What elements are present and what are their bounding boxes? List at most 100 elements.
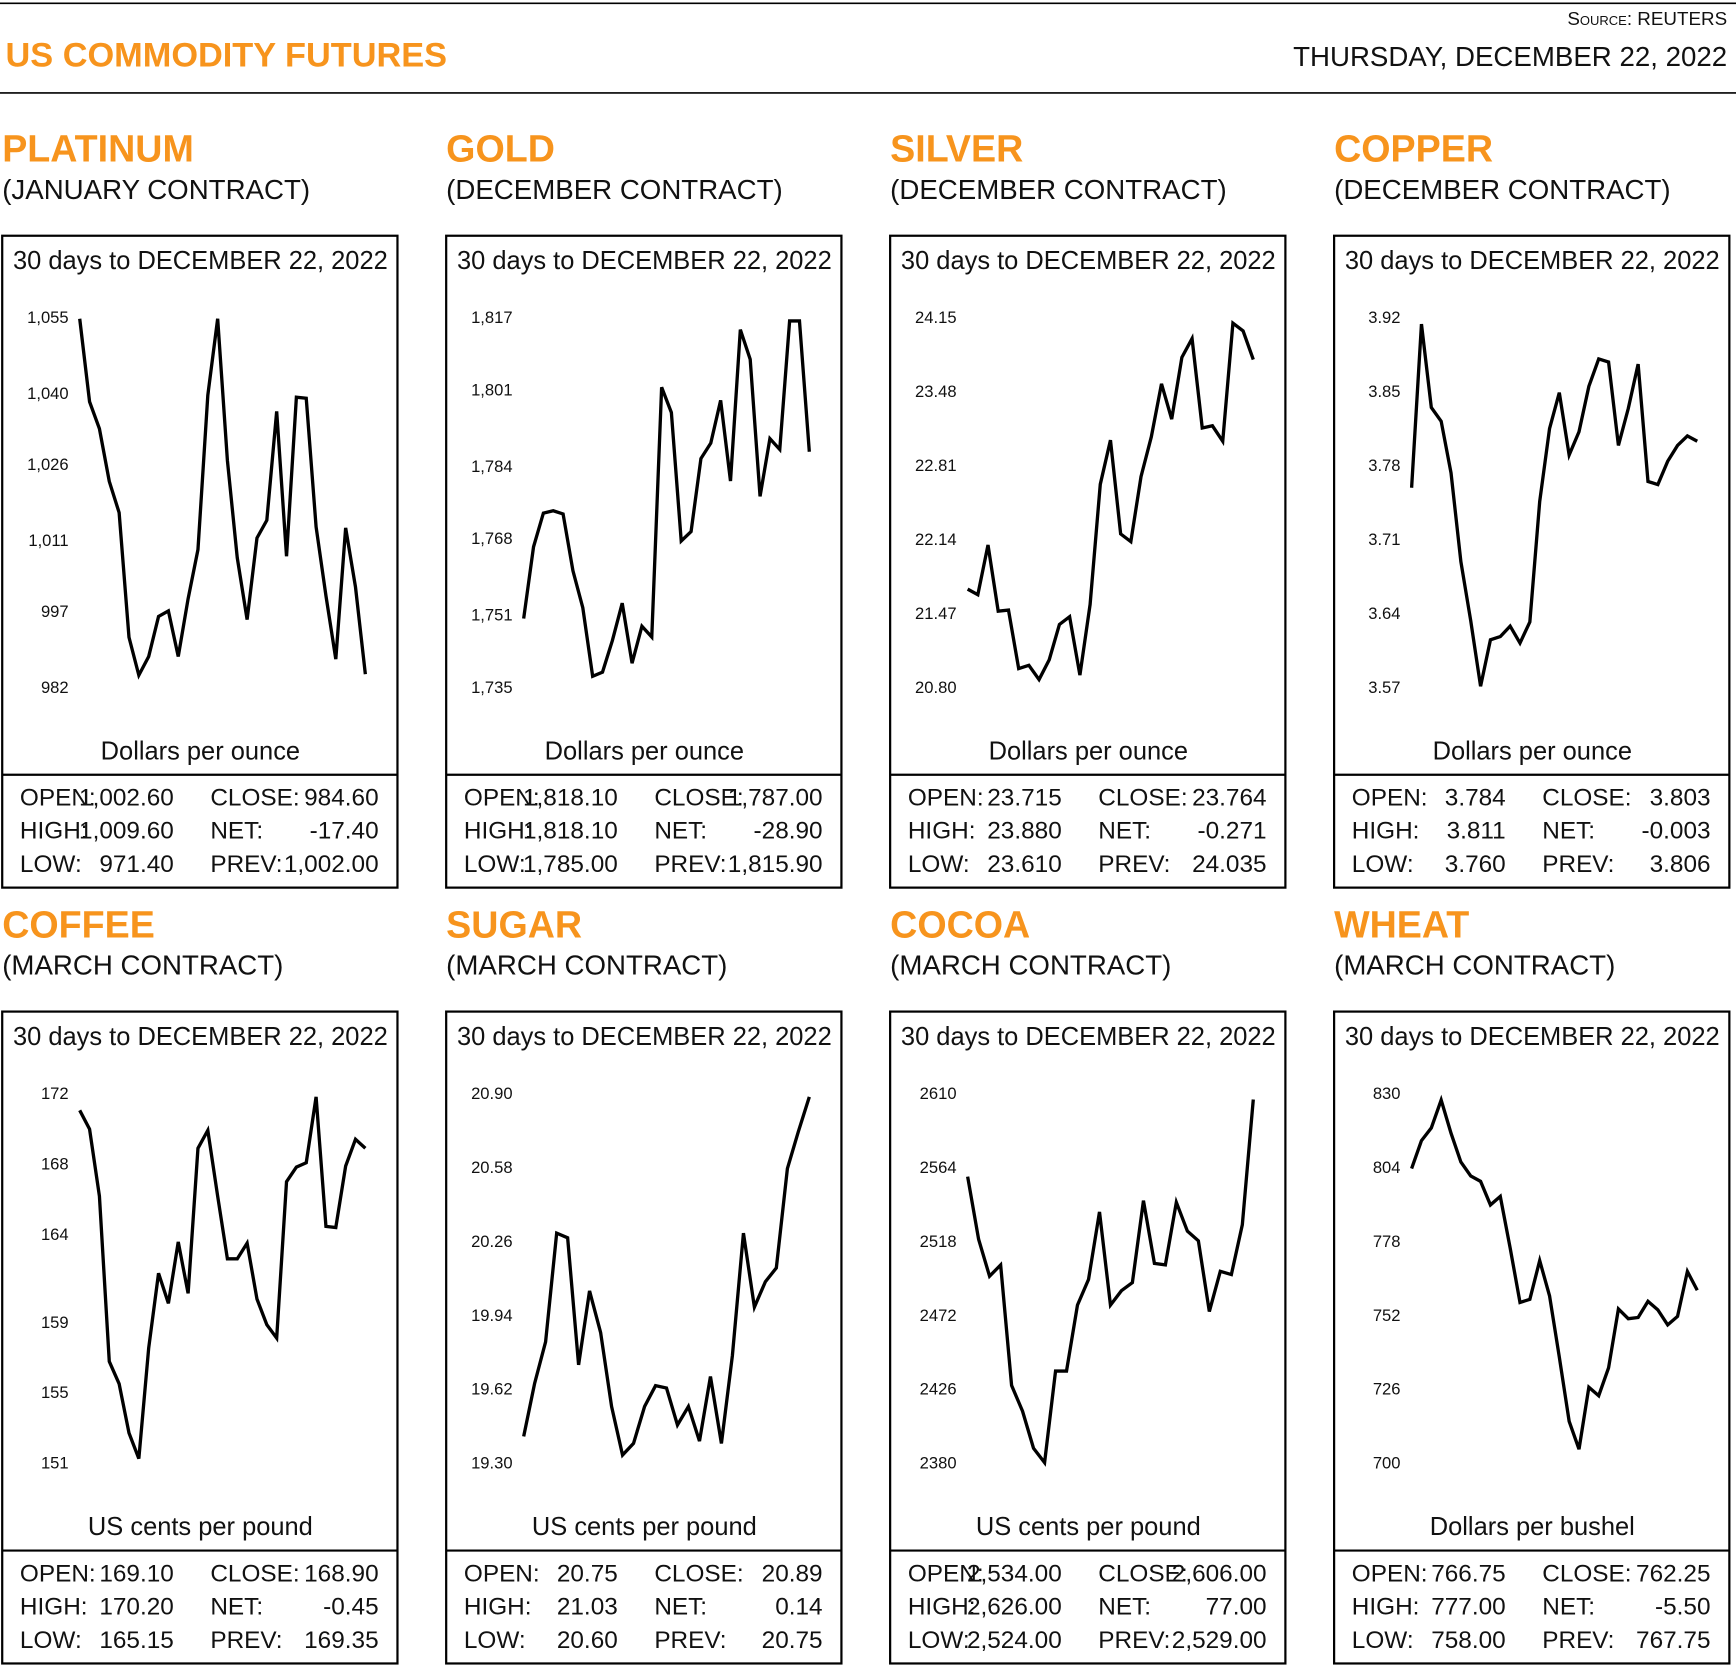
chart-caption: 30 days to DECEMBER 22, 2022: [1345, 1023, 1720, 1051]
stat-label: CLOSE:: [1098, 785, 1187, 812]
stat-label: NET:: [654, 818, 707, 845]
stat-label: LOW:: [908, 851, 970, 878]
contract: (DECEMBER CONTRACT): [1334, 174, 1671, 205]
stat-label: CLOSE:: [210, 785, 299, 812]
y-tick-label: 804: [1373, 1158, 1401, 1177]
stat-label: HIGH:: [464, 1594, 532, 1621]
stat-label: HIGH:: [464, 818, 532, 845]
y-tick-label: 1,751: [471, 606, 513, 625]
stat-value: 1,785.00: [523, 851, 618, 878]
y-tick-label: 997: [41, 602, 69, 621]
stat-label: HIGH:: [908, 818, 976, 845]
unit-label: Dollars per ounce: [1433, 737, 1632, 765]
commodity-name: SUGAR: [446, 903, 582, 945]
stat-value: 2,534.00: [967, 1560, 1062, 1587]
commodity-name: WHEAT: [1334, 903, 1469, 945]
y-tick-label: 2472: [920, 1306, 957, 1325]
stat-label: PREV:: [1098, 851, 1170, 878]
stat-label: PREV:: [210, 1627, 282, 1654]
y-tick-label: 151: [41, 1454, 69, 1473]
stat-label: HIGH:: [20, 818, 88, 845]
stat-label: NET:: [654, 1594, 707, 1621]
contract: (MARCH CONTRACT): [446, 950, 727, 981]
stat-value: 20.89: [762, 1560, 823, 1587]
stat-value: 20.75: [762, 1627, 823, 1654]
panel-box: [445, 234, 843, 889]
stat-label: NET:: [1542, 818, 1595, 845]
stat-label: OPEN:: [20, 1560, 96, 1587]
stat-value: 1,818.10: [523, 785, 618, 812]
stat-value: -17.40: [310, 818, 379, 845]
price-line: [522, 319, 811, 679]
stat-value: 3.803: [1650, 785, 1711, 812]
stat-label: LOW:: [1352, 1627, 1414, 1654]
stat-value: 0.14: [775, 1594, 822, 1621]
panel-box: [1333, 1010, 1731, 1665]
commodity-name: COFFEE: [2, 903, 155, 945]
contract: (MARCH CONTRACT): [2, 950, 283, 981]
y-tick-label: 1,768: [471, 529, 513, 548]
stat-value: 2,626.00: [967, 1594, 1062, 1621]
y-tick-label: 20.90: [471, 1084, 513, 1103]
stat-value: 971.40: [99, 851, 173, 878]
y-tick-label: 3.64: [1368, 604, 1400, 623]
stat-value: 2,529.00: [1172, 1627, 1267, 1654]
stat-value: 165.15: [99, 1627, 173, 1654]
stat-value: 1,002.60: [79, 785, 174, 812]
panel-box: [445, 1010, 843, 1665]
y-tick-label: 830: [1373, 1084, 1401, 1103]
chart-caption: 30 days to DECEMBER 22, 2022: [457, 1023, 832, 1051]
panel-box: [1333, 234, 1731, 889]
y-tick-label: 1,026: [27, 455, 69, 474]
chart-caption: 30 days to DECEMBER 22, 2022: [901, 247, 1276, 275]
y-tick-label: 2564: [920, 1158, 957, 1177]
y-tick-label: 2610: [920, 1084, 957, 1103]
stat-label: OPEN:: [20, 785, 96, 812]
stat-value: 766.75: [1431, 1560, 1505, 1587]
stat-label: LOW:: [464, 1627, 526, 1654]
y-tick-label: 168: [41, 1154, 69, 1173]
stat-label: NET:: [210, 818, 263, 845]
y-tick-label: 1,801: [471, 380, 513, 399]
stat-label: OPEN:: [908, 1560, 984, 1587]
stat-label: LOW:: [464, 851, 526, 878]
panel-box: [889, 234, 1287, 889]
stat-value: 20.75: [557, 1560, 618, 1587]
stat-value: 24.035: [1192, 851, 1266, 878]
y-tick-label: 20.58: [471, 1158, 513, 1177]
stat-value: 2,606.00: [1172, 1560, 1267, 1587]
y-tick-label: 3.92: [1368, 308, 1400, 327]
stat-label: NET:: [1542, 1594, 1595, 1621]
stat-value: 1,009.60: [79, 818, 174, 845]
price-line: [522, 1096, 811, 1459]
unit-label: US cents per pound: [88, 1513, 313, 1541]
commodity-name: SILVER: [890, 128, 1023, 170]
y-tick-label: 752: [1373, 1306, 1401, 1325]
contract: (DECEMBER CONTRACT): [890, 174, 1227, 205]
stat-value: -0.271: [1198, 818, 1267, 845]
y-tick-label: 1,055: [27, 308, 69, 327]
stat-value: 3.806: [1650, 851, 1711, 878]
y-tick-label: 22.14: [915, 530, 957, 549]
stat-value: 3.784: [1445, 785, 1506, 812]
chart-caption: 30 days to DECEMBER 22, 2022: [13, 1023, 388, 1051]
y-tick-label: 2518: [920, 1232, 957, 1251]
price-line: [1409, 323, 1699, 687]
y-tick-label: 726: [1373, 1380, 1401, 1399]
stat-label: PREV:: [1542, 1627, 1614, 1654]
stat-label: CLOSE:: [1098, 1560, 1187, 1587]
stat-label: PREV:: [1098, 1627, 1170, 1654]
panel-box: [1, 234, 399, 889]
y-tick-label: 700: [1373, 1454, 1401, 1473]
price-line: [966, 1099, 1255, 1467]
y-tick-label: 19.30: [471, 1454, 513, 1473]
contract: (DECEMBER CONTRACT): [446, 174, 783, 205]
y-tick-label: 22.81: [915, 456, 957, 475]
stat-value: 170.20: [99, 1594, 173, 1621]
stat-label: CLOSE:: [1542, 1560, 1631, 1587]
y-tick-label: 1,817: [471, 308, 513, 327]
stat-label: CLOSE:: [654, 1560, 743, 1587]
stat-value: 169.35: [304, 1627, 378, 1654]
y-tick-label: 155: [41, 1383, 69, 1402]
